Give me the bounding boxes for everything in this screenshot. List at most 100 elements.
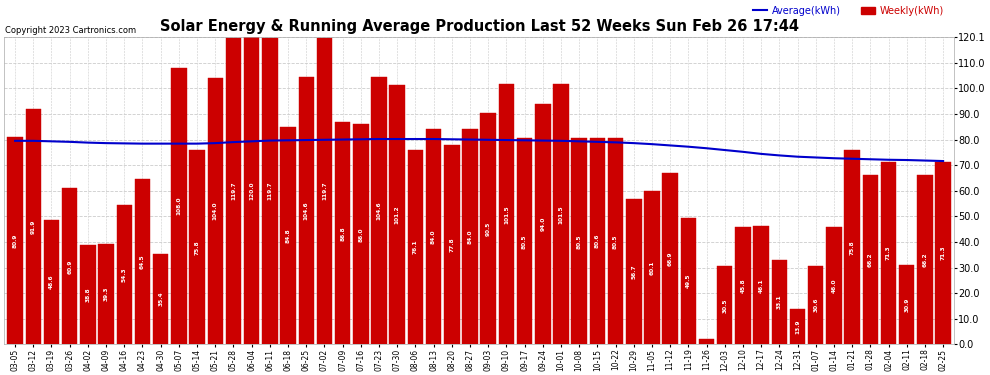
Text: 71.3: 71.3: [886, 246, 891, 260]
Bar: [699, 339, 715, 344]
Bar: [280, 127, 296, 344]
Bar: [98, 244, 114, 344]
Text: 76.1: 76.1: [413, 240, 418, 254]
Title: Solar Energy & Running Average Production Last 52 Weeks Sun Feb 26 17:44: Solar Energy & Running Average Productio…: [159, 19, 799, 34]
Text: 84.0: 84.0: [467, 230, 472, 244]
Text: 54.3: 54.3: [122, 268, 127, 282]
Bar: [899, 265, 915, 344]
Bar: [936, 162, 950, 344]
Text: 66.2: 66.2: [868, 252, 873, 267]
Bar: [717, 266, 733, 344]
Bar: [480, 112, 496, 344]
Text: 108.0: 108.0: [176, 197, 181, 215]
Text: 80.5: 80.5: [577, 234, 582, 249]
Bar: [590, 138, 605, 344]
Text: 80.5: 80.5: [522, 234, 527, 249]
Bar: [135, 179, 150, 344]
Bar: [608, 138, 624, 344]
Bar: [499, 84, 514, 344]
Text: 49.5: 49.5: [686, 274, 691, 288]
Text: 64.5: 64.5: [140, 255, 145, 269]
Bar: [736, 227, 750, 344]
Bar: [152, 254, 168, 344]
Legend: Average(kWh), Weekly(kWh): Average(kWh), Weekly(kWh): [748, 2, 948, 20]
Text: 86.8: 86.8: [341, 226, 346, 241]
Bar: [26, 109, 41, 344]
Bar: [862, 175, 878, 344]
Bar: [208, 78, 223, 344]
Text: 35.4: 35.4: [158, 292, 163, 306]
Text: 80.5: 80.5: [613, 234, 618, 249]
Bar: [626, 199, 642, 344]
Text: 80.6: 80.6: [595, 234, 600, 249]
Bar: [790, 309, 805, 344]
Bar: [353, 124, 368, 344]
Text: 71.3: 71.3: [940, 246, 945, 260]
Text: 75.8: 75.8: [849, 240, 854, 255]
Text: 104.6: 104.6: [376, 201, 381, 220]
Bar: [681, 217, 696, 344]
Bar: [426, 129, 442, 344]
Text: 66.2: 66.2: [923, 252, 928, 267]
Bar: [445, 145, 459, 344]
Bar: [771, 260, 787, 344]
Text: 60.9: 60.9: [67, 259, 72, 274]
Text: 13.9: 13.9: [795, 320, 800, 334]
Text: 101.5: 101.5: [504, 205, 509, 224]
Bar: [808, 266, 824, 344]
Bar: [80, 245, 96, 344]
Bar: [535, 104, 550, 344]
Bar: [117, 206, 132, 344]
Bar: [62, 189, 77, 344]
Text: 119.7: 119.7: [231, 182, 236, 201]
Text: 86.0: 86.0: [358, 227, 363, 242]
Bar: [299, 76, 314, 344]
Bar: [262, 38, 277, 344]
Text: 30.9: 30.9: [904, 298, 909, 312]
Bar: [44, 220, 59, 344]
Text: 84.0: 84.0: [431, 230, 437, 244]
Text: 94.0: 94.0: [541, 217, 545, 231]
Bar: [881, 162, 896, 344]
Text: 39.3: 39.3: [104, 287, 109, 302]
Bar: [553, 84, 568, 344]
Text: 77.8: 77.8: [449, 237, 454, 252]
Bar: [644, 190, 659, 344]
Text: 30.6: 30.6: [813, 298, 819, 312]
Text: 56.7: 56.7: [632, 264, 637, 279]
Bar: [244, 37, 259, 344]
Bar: [571, 138, 587, 344]
Bar: [226, 38, 242, 344]
Text: 119.7: 119.7: [322, 182, 327, 201]
Text: 101.5: 101.5: [558, 205, 563, 224]
Text: 30.5: 30.5: [723, 298, 728, 313]
Bar: [844, 150, 860, 344]
Bar: [7, 137, 23, 344]
Text: 84.8: 84.8: [285, 228, 290, 243]
Bar: [171, 68, 186, 344]
Text: 104.0: 104.0: [213, 202, 218, 220]
Text: Copyright 2023 Cartronics.com: Copyright 2023 Cartronics.com: [5, 26, 136, 35]
Text: 60.1: 60.1: [649, 260, 654, 275]
Bar: [827, 226, 842, 344]
Text: 75.8: 75.8: [195, 240, 200, 255]
Text: 90.5: 90.5: [486, 221, 491, 236]
Bar: [462, 129, 478, 344]
Text: 91.9: 91.9: [31, 219, 36, 234]
Text: 46.1: 46.1: [758, 278, 763, 293]
Bar: [753, 226, 769, 344]
Text: 48.6: 48.6: [49, 275, 54, 290]
Bar: [917, 175, 933, 344]
Text: 120.0: 120.0: [249, 182, 254, 200]
Text: 119.7: 119.7: [267, 182, 272, 201]
Bar: [389, 85, 405, 344]
Text: 38.8: 38.8: [85, 287, 90, 302]
Text: 66.9: 66.9: [667, 252, 672, 266]
Text: 101.2: 101.2: [395, 206, 400, 224]
Bar: [335, 122, 350, 344]
Text: 46.0: 46.0: [832, 278, 837, 293]
Bar: [371, 76, 387, 344]
Text: 33.1: 33.1: [777, 295, 782, 309]
Text: 104.6: 104.6: [304, 201, 309, 220]
Text: 45.8: 45.8: [741, 279, 745, 293]
